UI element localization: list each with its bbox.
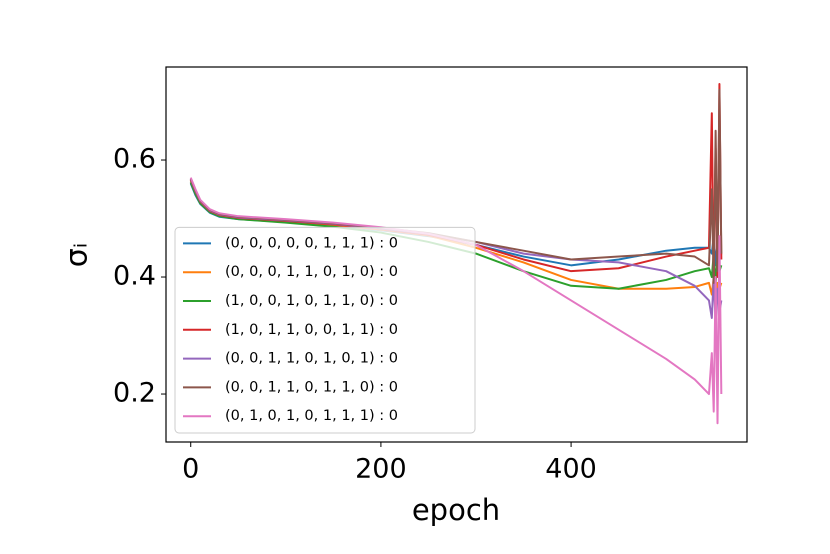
y-tick-label: 0.2 [113,378,156,409]
x-tick-label: 400 [545,454,597,485]
y-tick-label: 0.4 [113,261,156,292]
y-tick-label: 0.6 [113,144,156,175]
legend-label: (0, 0, 0, 1, 1, 0, 1, 0) : 0 [225,264,398,280]
series-line [189,177,723,425]
legend-label: (0, 0, 1, 1, 0, 1, 1, 0) : 0 [225,379,398,395]
legend-label: (1, 0, 1, 1, 0, 0, 1, 1) : 0 [225,322,398,338]
legend-label: (0, 1, 0, 1, 0, 1, 1, 1) : 0 [225,408,398,424]
y-axis-label: σᵢ [60,243,95,267]
x-axis-label: epoch [412,493,500,527]
legend-label: (0, 0, 0, 0, 0, 1, 1, 1) : 0 [225,235,398,251]
legend-label: (0, 0, 1, 1, 0, 1, 0, 1) : 0 [225,351,398,367]
legend-box [174,226,476,434]
x-tick-label: 0 [182,454,199,485]
legend-label: (1, 0, 0, 1, 0, 1, 1, 0) : 0 [225,293,398,309]
legend: (0, 0, 0, 0, 0, 1, 1, 1) : 0 (0, 0, 0, 1,… [174,226,476,434]
plot-frame [165,66,748,443]
x-tick-label: 200 [355,454,407,485]
